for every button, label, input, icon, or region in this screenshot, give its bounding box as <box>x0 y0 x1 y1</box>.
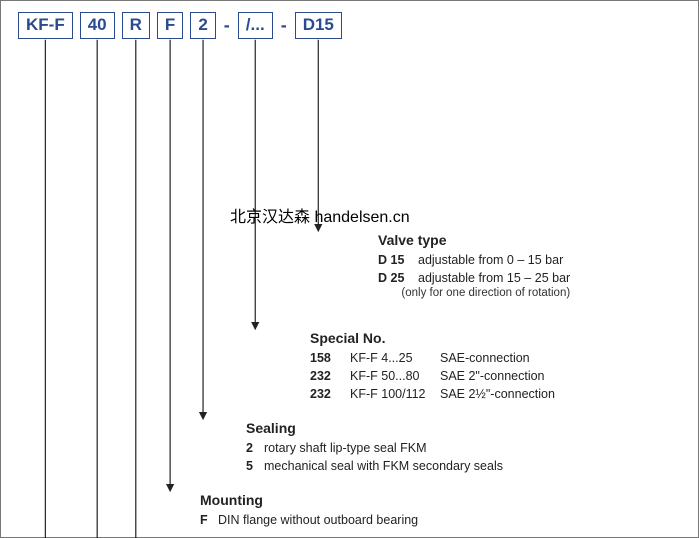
special-opt2-key: 232 <box>310 385 350 403</box>
sealing-opt0-desc: rotary shaft lip-type seal FKM <box>264 439 427 457</box>
dash-0: - <box>223 15 231 36</box>
section-valve: Valve type D 15 adjustable from 0 – 15 b… <box>378 232 570 299</box>
special-opt2-desc: SAE 2½"-connection <box>440 385 555 403</box>
code-box-1: 40 <box>80 12 115 39</box>
section-special: Special No. 158 KF-F 4...25 SAE-connecti… <box>310 330 555 403</box>
sealing-opt1-key: 5 <box>246 457 264 475</box>
section-mounting: Mounting F DIN flange without outboard b… <box>200 492 418 529</box>
special-opt1-desc: SAE 2"-connection <box>440 367 545 385</box>
valve-option-1: D 25 adjustable from 15 – 25 bar <box>378 269 570 287</box>
code-box-4: 2 <box>190 12 215 39</box>
special-opt1-mid: KF-F 50...80 <box>350 367 440 385</box>
code-box-2: R <box>122 12 150 39</box>
valve-note: (only for one direction of rotation) <box>378 287 570 299</box>
mounting-opt0-desc: DIN flange without outboard bearing <box>218 511 418 529</box>
sealing-opt1-desc: mechanical seal with FKM secondary seals <box>264 457 503 475</box>
mounting-opt0-key: F <box>200 511 218 529</box>
sealing-option-1: 5 mechanical seal with FKM secondary sea… <box>246 457 503 475</box>
code-row: KF-F 40 R F 2 - /... - D15 <box>18 12 342 39</box>
special-title: Special No. <box>310 330 555 346</box>
special-opt2-mid: KF-F 100/112 <box>350 385 440 403</box>
valve-title: Valve type <box>378 232 570 248</box>
section-sealing: Sealing 2 rotary shaft lip-type seal FKM… <box>246 420 503 475</box>
valve-opt0-key: D 15 <box>378 251 418 269</box>
valve-opt1-key: D 25 <box>378 269 418 287</box>
valve-opt0-desc: adjustable from 0 – 15 bar <box>418 251 563 269</box>
mounting-option-0: F DIN flange without outboard bearing <box>200 511 418 529</box>
special-option-0: 158 KF-F 4...25 SAE-connection <box>310 349 555 367</box>
valve-option-0: D 15 adjustable from 0 – 15 bar <box>378 251 570 269</box>
sealing-title: Sealing <box>246 420 503 436</box>
sealing-option-0: 2 rotary shaft lip-type seal FKM <box>246 439 503 457</box>
special-opt0-key: 158 <box>310 349 350 367</box>
special-option-2: 232 KF-F 100/112 SAE 2½"-connection <box>310 385 555 403</box>
code-box-5: /... <box>238 12 273 39</box>
watermark-text: 北京汉达森 handelsen.cn <box>230 203 410 227</box>
code-box-6: D15 <box>295 12 342 39</box>
valve-opt1-desc: adjustable from 15 – 25 bar <box>418 269 570 287</box>
special-opt0-mid: KF-F 4...25 <box>350 349 440 367</box>
code-box-0: KF-F <box>18 12 73 39</box>
special-opt1-key: 232 <box>310 367 350 385</box>
special-option-1: 232 KF-F 50...80 SAE 2"-connection <box>310 367 555 385</box>
code-box-3: F <box>157 12 183 39</box>
sealing-opt0-key: 2 <box>246 439 264 457</box>
special-opt0-desc: SAE-connection <box>440 349 530 367</box>
dash-1: - <box>280 15 288 36</box>
mounting-title: Mounting <box>200 492 418 508</box>
